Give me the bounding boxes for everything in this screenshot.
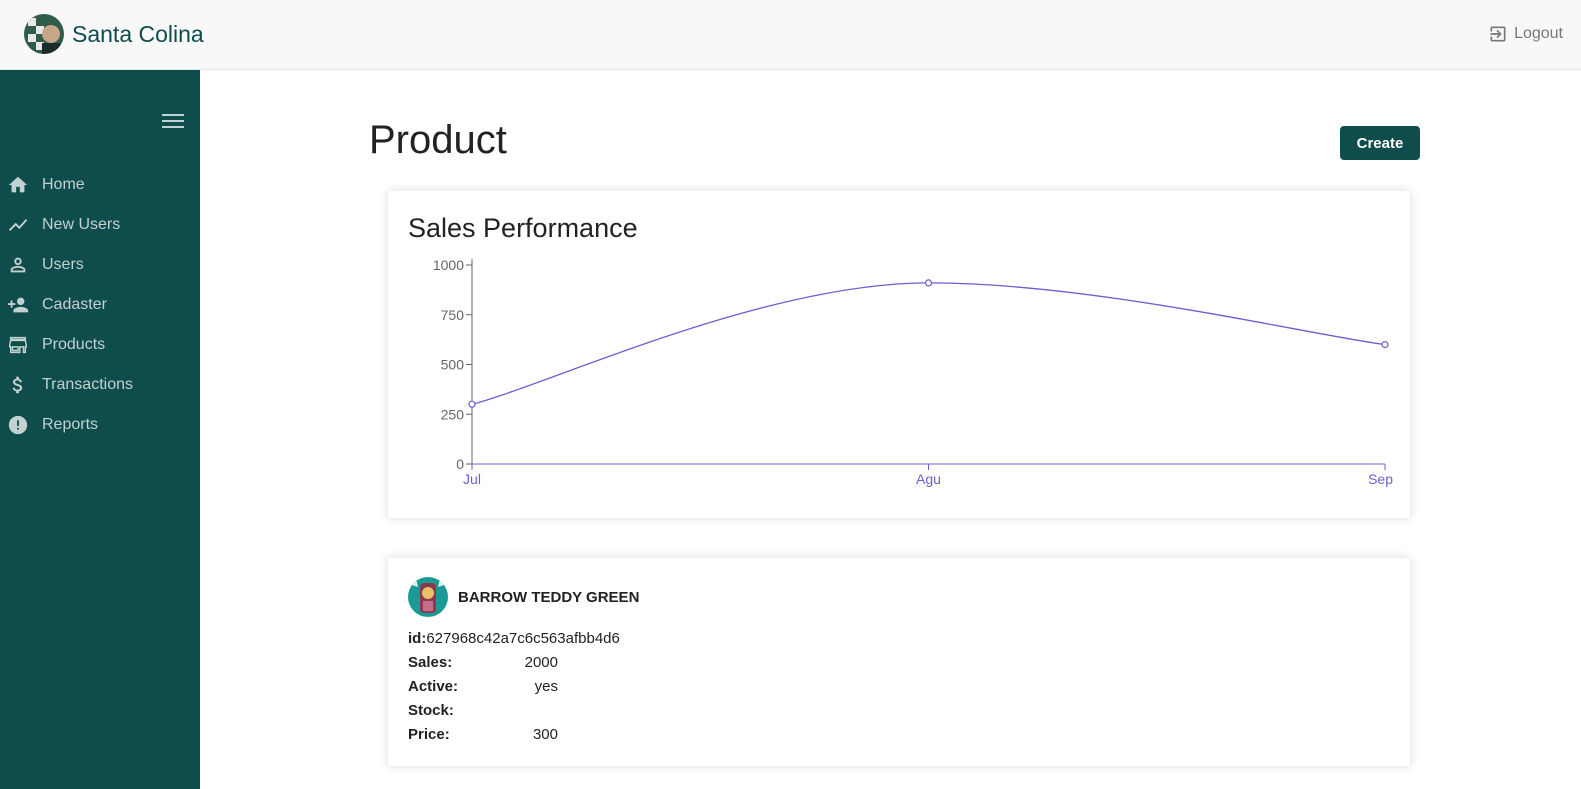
page-title: Product <box>369 118 507 162</box>
create-button[interactable]: Create <box>1340 126 1420 160</box>
x-tick-label: Agu <box>916 471 941 487</box>
main-content: Product Create Sales Performance 0 250 500… <box>200 70 1581 789</box>
product-row-active: Active: yes <box>408 678 558 695</box>
brand-name: Santa Colina <box>72 20 204 47</box>
product-id-value: 627968c42a7c6c563afbb4d6 <box>426 630 620 647</box>
product-row-key: Sales: <box>408 654 453 671</box>
logout-icon <box>1490 26 1506 42</box>
sidebar-item-label: Cadaster <box>42 296 107 313</box>
product-id-label: id: <box>408 630 427 647</box>
sidebar-item-label: New Users <box>42 216 121 233</box>
menu-toggle-icon[interactable] <box>162 113 184 129</box>
product-row-value: 2000 <box>524 654 558 671</box>
sidebar-item-transactions[interactable]: Transactions <box>0 365 200 405</box>
sidebar-item-label: Home <box>42 176 85 193</box>
sidebar-item-products[interactable]: Products <box>0 325 200 365</box>
product-info-card: BARROW TEDDY GREEN id:627968c42a7c6c563a… <box>388 558 1410 766</box>
product-row-value: 300 <box>532 726 558 743</box>
sidebar-item-home[interactable]: Home <box>0 165 200 205</box>
x-tick-label: Sep <box>1368 471 1393 487</box>
sidebar-item-label: Transactions <box>42 376 133 393</box>
y-tick-label: 500 <box>441 357 465 373</box>
sidebar-nav: Home New Users Users Cadaster Products <box>0 165 200 445</box>
brand-avatar <box>24 14 64 54</box>
y-tick-label: 0 <box>456 456 464 472</box>
product-id-row: id:627968c42a7c6c563afbb4d6 <box>408 630 620 647</box>
y-tick-label: 250 <box>441 406 465 422</box>
product-row-key: Stock: <box>408 702 454 719</box>
data-point <box>924 279 933 287</box>
sidebar-item-label: Users <box>42 256 84 273</box>
product-row-key: Active: <box>408 678 459 695</box>
x-tick-label: Jul <box>463 471 481 487</box>
sidebar-item-label: Products <box>42 336 106 353</box>
sidebar-item-cadaster[interactable]: Cadaster <box>0 285 200 325</box>
chart-title: Sales Performance <box>408 213 638 243</box>
logout-button[interactable]: Logout <box>1488 24 1563 44</box>
top-bar: Santa Colina Logout <box>0 0 1581 70</box>
y-tick-label: 1000 <box>433 257 464 273</box>
product-row-key: Price: <box>408 726 450 743</box>
sales-chart-card: Sales Performance 0 250 500 750 1000 Jul Agu Se… <box>388 191 1410 518</box>
sales-line-chart: 0 250 500 750 1000 Jul Agu Sep <box>433 257 1393 487</box>
sales-series-line <box>471 282 1386 405</box>
data-point <box>1381 341 1389 349</box>
sidebar-item-new-users[interactable]: New Users <box>0 205 200 245</box>
home-icon <box>6 173 30 197</box>
product-name: BARROW TEDDY GREEN <box>458 588 640 606</box>
sidebar-item-users[interactable]: Users <box>0 245 200 285</box>
person-icon <box>6 253 30 277</box>
sidebar-item-label: Reports <box>42 416 99 433</box>
y-tick-label: 750 <box>441 307 465 323</box>
data-point <box>468 400 476 408</box>
product-avatar <box>408 577 448 617</box>
product-row-sales: Sales: 2000 <box>408 654 558 671</box>
dollar-icon <box>6 373 30 397</box>
alert-icon <box>6 413 30 437</box>
sidebar: Home New Users Users Cadaster Products <box>0 70 200 789</box>
store-icon <box>6 333 30 357</box>
product-row-value: yes <box>534 678 558 695</box>
brand[interactable]: Santa Colina <box>24 14 204 54</box>
product-row-stock: Stock: <box>408 702 558 719</box>
trending-icon <box>6 213 30 237</box>
person-add-icon <box>6 293 30 317</box>
logout-label: Logout <box>1514 25 1563 42</box>
product-row-price: Price: 300 <box>408 726 558 743</box>
sidebar-item-reports[interactable]: Reports <box>0 405 200 445</box>
